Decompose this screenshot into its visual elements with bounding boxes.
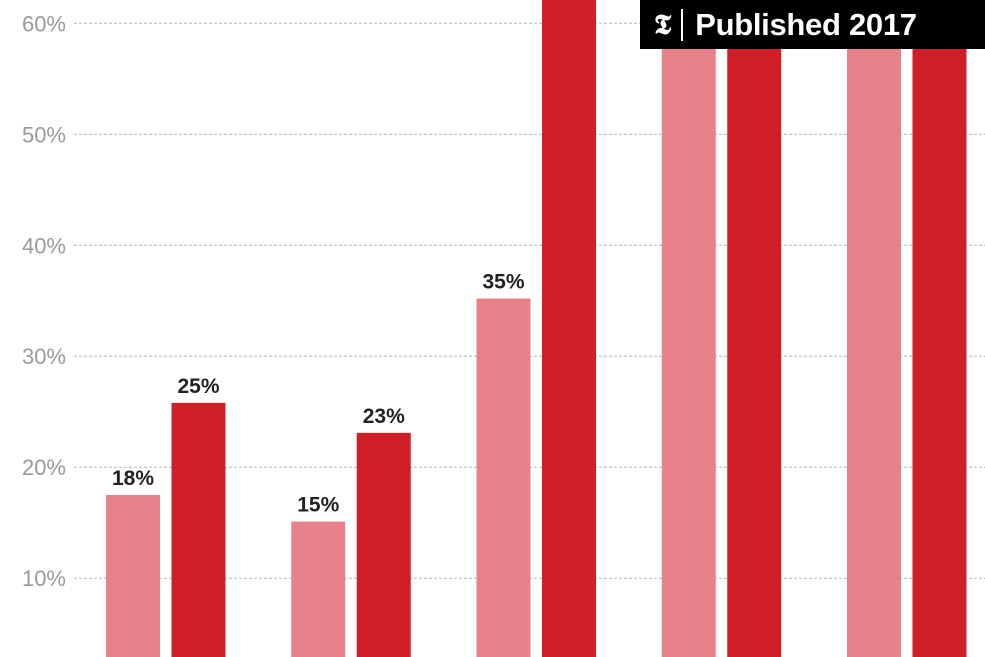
y-tick-label: 50% [22,122,66,147]
published-badge: 𝕿 Published 2017 [640,0,985,49]
bar [476,298,531,657]
bar [171,402,226,657]
bar [847,0,901,657]
bar-data-label: 25% [177,375,219,398]
bar-data-label: 23% [363,405,405,428]
bar-data-label: 35% [482,271,524,294]
data-labels: 18% 15% 35% 25% 23% [112,271,525,517]
y-axis-ticks: 10% 20% 30% 40% 50% 60% [22,11,66,591]
y-tick-label: 30% [22,344,66,369]
bar [661,0,716,657]
bar [291,521,346,657]
y-tick-label: 20% [22,455,66,480]
bar [542,0,596,657]
bars [106,0,967,657]
bar [106,494,160,657]
bar [356,432,411,657]
y-tick-label: 40% [22,233,66,258]
nyt-t-logo-icon: 𝕿 [654,7,672,41]
published-year-label: Published 2017 [695,6,917,42]
bar [727,0,782,657]
bar [912,0,967,657]
y-tick-label: 10% [22,566,66,591]
bar-data-label: 18% [112,467,154,490]
bar-data-label: 15% [297,494,339,517]
y-tick-label: 60% [22,11,66,36]
badge-divider [681,8,684,41]
